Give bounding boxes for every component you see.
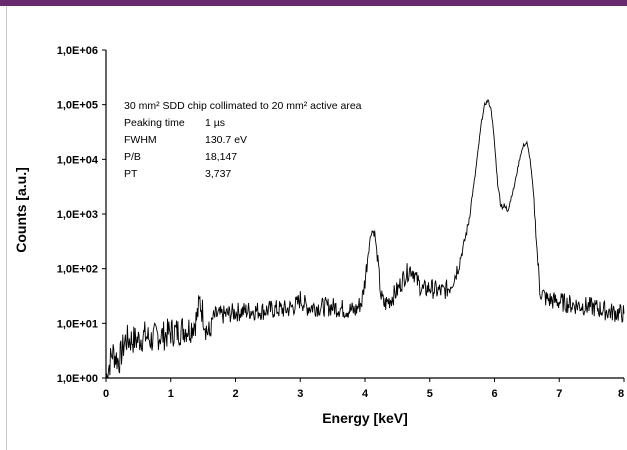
- x-tick-label: 4: [362, 388, 369, 400]
- series-group: [105, 98, 625, 379]
- annotation-value-fwhm: 130.7 eV: [205, 134, 247, 146]
- x-tick-label: 2: [232, 388, 238, 400]
- slide-left-rule: [6, 6, 7, 450]
- annotation-value-pb: 18,147: [205, 151, 237, 163]
- spectrum-series-line: [105, 98, 625, 379]
- header-accent-bar: [0, 0, 627, 6]
- x-tick-label: 6: [491, 388, 497, 400]
- x-tick-label: 5: [427, 388, 433, 400]
- y-tick-label: 1,0E+01: [57, 318, 98, 330]
- y-tick-label: 1,0E+02: [57, 264, 98, 276]
- y-tick-label: 1,0E+00: [57, 373, 98, 385]
- annotation-label-pb: P/B: [124, 151, 141, 163]
- annotation-label-peaking-time: Peaking time: [124, 117, 185, 129]
- annotation-label-fwhm: FWHM: [124, 134, 157, 146]
- y-tick-label: 1,0E+03: [57, 209, 98, 221]
- x-tick-label: 7: [556, 388, 562, 400]
- annotation-value-peaking-time: 1 µs: [205, 117, 225, 129]
- y-tick-label: 1,0E+04: [57, 154, 99, 166]
- tick-group: 1,0E+00 1,0E+01 1,0E+02 1,0E+03 1,0E+04 1,0E+…: [57, 45, 625, 400]
- x-tick-label: 1: [168, 388, 174, 400]
- y-axis-title: Counts [a.u.]: [13, 167, 29, 253]
- y-tick-label: 1,0E+05: [57, 100, 98, 112]
- x-tick-label: 3: [297, 388, 303, 400]
- y-tick-label: 1,0E+06: [57, 45, 98, 57]
- annotation-title: 30 mm² SDD chip collimated to 20 mm² act…: [124, 100, 362, 112]
- x-tick-label: 8: [618, 388, 624, 400]
- annotation-label-pt: PT: [124, 168, 138, 180]
- x-tick-label: 0: [103, 388, 109, 400]
- x-axis-title: Energy [keV]: [322, 410, 408, 426]
- annotation-value-pt: 3,737: [205, 168, 231, 180]
